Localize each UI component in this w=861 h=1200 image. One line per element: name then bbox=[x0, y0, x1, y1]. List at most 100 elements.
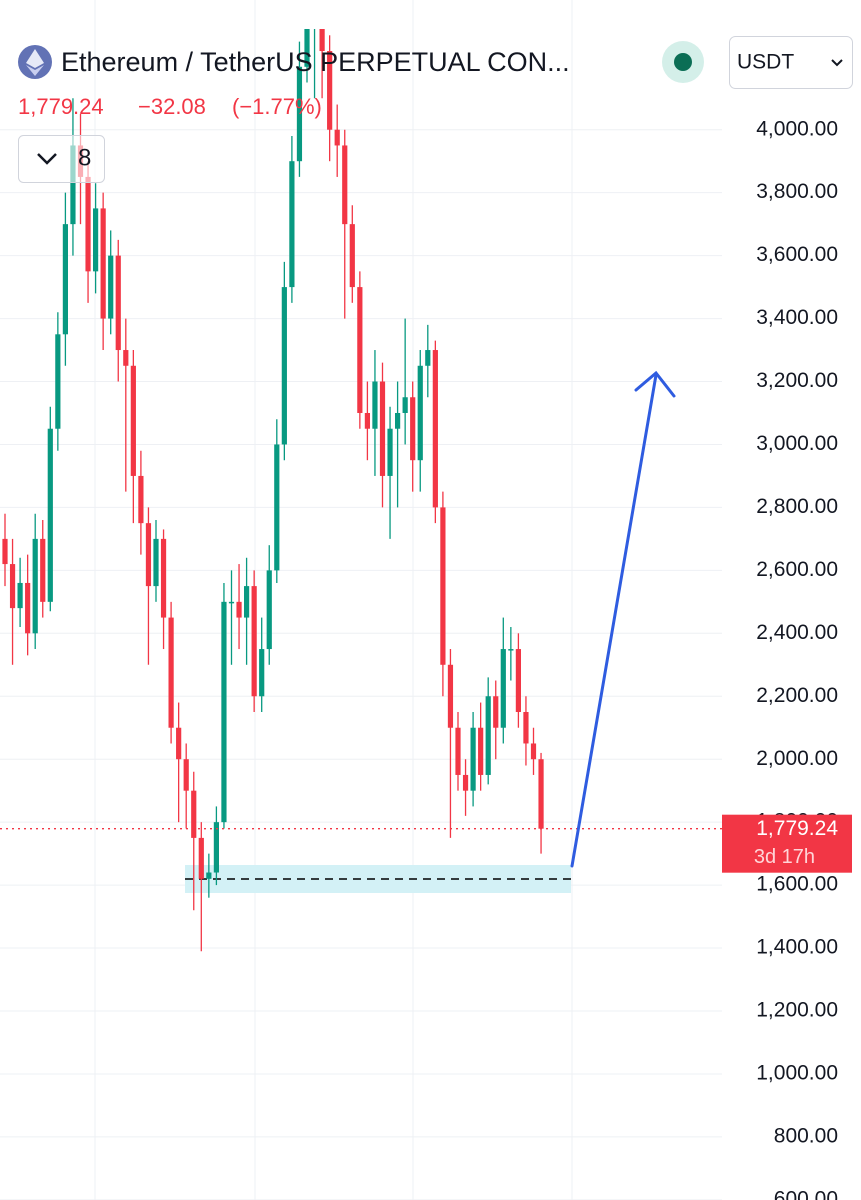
candle-body bbox=[432, 350, 438, 508]
indicators-toggle[interactable] bbox=[18, 135, 105, 183]
candle-body bbox=[470, 727, 476, 791]
price-change: −32.08 bbox=[138, 94, 206, 119]
candle-body bbox=[500, 649, 506, 728]
y-tick-label: 2,200.00 bbox=[756, 684, 838, 707]
candle-body bbox=[342, 145, 348, 225]
candle-body bbox=[485, 696, 491, 775]
candle-body bbox=[168, 617, 174, 728]
candle-body bbox=[538, 759, 544, 829]
candles bbox=[2, 4, 544, 952]
y-tick-label: 1,400.00 bbox=[756, 936, 838, 959]
candle-body bbox=[206, 872, 212, 879]
candle-body bbox=[349, 224, 355, 288]
candle-body bbox=[493, 696, 499, 728]
candle-body bbox=[160, 538, 167, 618]
candle-body bbox=[447, 664, 454, 728]
y-tick-label: 1,600.00 bbox=[756, 873, 838, 896]
y-tick-label: 3,600.00 bbox=[756, 243, 838, 266]
candle-body bbox=[425, 350, 431, 366]
y-tick-label: 4,000.00 bbox=[756, 117, 838, 140]
candle-body bbox=[70, 145, 76, 225]
y-tick-label: 2,000.00 bbox=[756, 747, 838, 770]
overlay: 600.00 800.00 1,000.00 1,200.00 1,400.00 1,60… bbox=[0, 117, 852, 1200]
candle-body bbox=[183, 759, 189, 791]
y-tick-label: 1,200.00 bbox=[756, 999, 838, 1022]
candle-body bbox=[387, 428, 393, 476]
candle-body bbox=[440, 507, 446, 665]
y-tick-label: 3,000.00 bbox=[756, 432, 838, 455]
candle-body bbox=[319, 29, 325, 52]
price-change-pct: (−1.77%) bbox=[232, 94, 322, 119]
candle-body bbox=[410, 397, 416, 461]
candle-body bbox=[327, 51, 333, 130]
last-price-label: 1,779.24 bbox=[756, 817, 838, 840]
last-price-badge bbox=[722, 814, 852, 873]
y-tick-label: 3,400.00 bbox=[756, 306, 838, 329]
candle-body bbox=[108, 255, 114, 319]
candle-body bbox=[62, 224, 68, 335]
y-tick-label: 2,600.00 bbox=[756, 558, 838, 581]
candle-body bbox=[198, 837, 204, 879]
candle-body bbox=[2, 538, 8, 565]
y-tick-label: 2,800.00 bbox=[756, 495, 838, 518]
candle-body bbox=[372, 381, 378, 429]
candle-body bbox=[221, 601, 227, 823]
grid bbox=[0, 0, 722, 1200]
candle-body bbox=[259, 649, 265, 697]
candle-body bbox=[357, 287, 363, 413]
candle-body bbox=[153, 538, 159, 587]
candle-body bbox=[17, 582, 23, 609]
candle-body bbox=[289, 161, 295, 288]
y-tick-label: 1,000.00 bbox=[756, 1062, 838, 1085]
candle-body bbox=[462, 774, 469, 791]
candle-body bbox=[32, 538, 38, 634]
candle-body bbox=[123, 350, 129, 366]
candle-body bbox=[364, 412, 370, 429]
candle-body bbox=[274, 444, 280, 571]
candle-body bbox=[138, 475, 144, 524]
candle-body bbox=[296, 66, 303, 162]
candle-body bbox=[176, 727, 182, 760]
candle-body bbox=[130, 365, 136, 476]
status-dot[interactable] bbox=[674, 53, 692, 71]
candle-body bbox=[417, 365, 423, 461]
candle-body bbox=[266, 570, 272, 650]
candle-body bbox=[312, 4, 317, 20]
candle-body bbox=[236, 601, 242, 618]
candle-body bbox=[455, 727, 461, 775]
eth-icon-glyph bbox=[26, 49, 44, 68]
y-tick-label: 600.00 bbox=[774, 1187, 838, 1200]
trend-arrow bbox=[570, 370, 676, 868]
select-chevron bbox=[831, 59, 843, 67]
candle-body bbox=[213, 822, 219, 873]
candle-body bbox=[478, 727, 484, 775]
y-tick-label: 3,200.00 bbox=[756, 369, 838, 392]
candle-body bbox=[55, 334, 61, 429]
y-tick-label: 800.00 bbox=[774, 1124, 838, 1147]
arrow-head bbox=[634, 370, 676, 398]
candle-body bbox=[191, 790, 197, 838]
chevron bbox=[37, 153, 57, 165]
candle-body bbox=[508, 649, 514, 651]
candle-body bbox=[100, 208, 106, 319]
y-tick-label: 3,800.00 bbox=[756, 180, 838, 203]
candle-body bbox=[85, 176, 91, 272]
currency: USDT bbox=[737, 51, 794, 74]
eth-icon-glyph bbox=[26, 65, 44, 76]
candle-body bbox=[530, 743, 537, 760]
currency-select[interactable] bbox=[729, 36, 853, 89]
symbol-title: Ethereum / TetherUS PERPETUAL CON... bbox=[61, 47, 570, 77]
candle-body bbox=[25, 582, 31, 634]
last-price: 1,779.24 bbox=[18, 94, 104, 119]
candle-body bbox=[304, 29, 310, 67]
candle-body bbox=[251, 586, 257, 697]
candle-body bbox=[228, 601, 235, 604]
candle-body bbox=[379, 381, 386, 476]
candle-body bbox=[93, 208, 99, 272]
candle-body bbox=[244, 586, 250, 618]
candle-body bbox=[47, 428, 53, 602]
y-tick-label: 2,400.00 bbox=[756, 621, 838, 644]
candle-body bbox=[115, 255, 121, 351]
candle-body bbox=[334, 129, 340, 146]
